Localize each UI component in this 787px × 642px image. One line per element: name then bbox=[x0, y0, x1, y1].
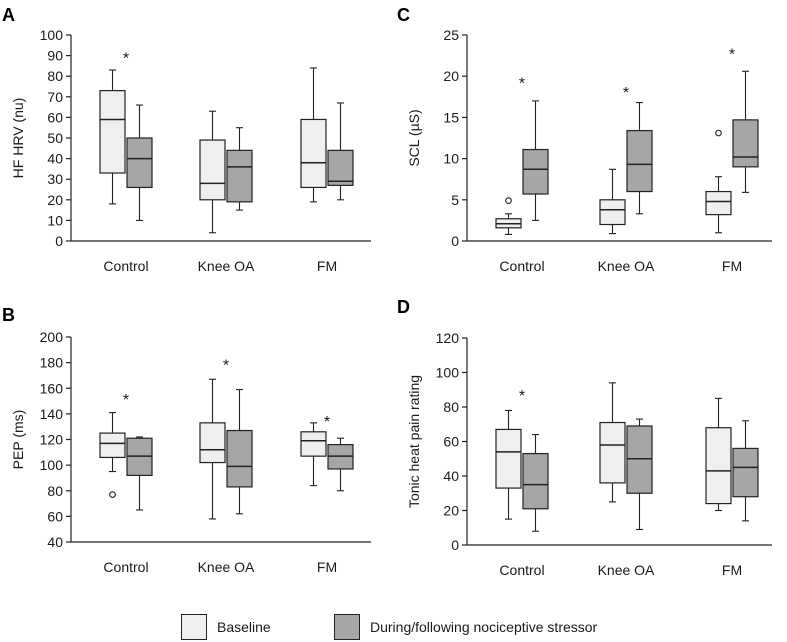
panel-c-significance-star: * bbox=[519, 75, 525, 92]
panel-c-ytick-label: 0 bbox=[451, 233, 459, 249]
panel-a-ytick-label: 90 bbox=[47, 48, 63, 64]
panel-a-baseline-box bbox=[199, 139, 226, 201]
panel-d-ytick-label: 0 bbox=[451, 537, 459, 553]
panel-d-ylabel: Tonic heat pain rating bbox=[406, 375, 422, 508]
panel-a-ytick-label: 50 bbox=[47, 130, 63, 146]
panel-a-baseline-box bbox=[300, 118, 327, 189]
panel-c-baseline-box-outlier bbox=[715, 129, 722, 137]
panel-a-stressor-box bbox=[327, 149, 354, 186]
panel-b-ytick-label: 120 bbox=[40, 432, 64, 448]
panel-d-category-label: FM bbox=[722, 562, 742, 578]
panel-d-letter: D bbox=[397, 297, 410, 317]
panel-c-ytick-label: 15 bbox=[443, 109, 459, 125]
panel-d-baseline-box bbox=[705, 427, 732, 505]
panel-a-ytick-label: 0 bbox=[55, 233, 63, 249]
panel-a-ytick-label: 100 bbox=[40, 27, 64, 43]
panel-b-stressor-box bbox=[226, 429, 253, 488]
panel-a: A 0 10 20 30 40 50 60 70 80 90 100 Control Knee OA FM… bbox=[2, 5, 371, 274]
panel-d-category-label: Knee OA bbox=[598, 562, 655, 578]
panel-c-baseline-box bbox=[705, 190, 732, 216]
panel-a-ytick-label: 60 bbox=[47, 109, 63, 125]
panel-d-ytick-label: 120 bbox=[436, 330, 460, 346]
panel-b-category-label: Control bbox=[103, 559, 148, 575]
panel-c-significance-star: * bbox=[623, 85, 629, 102]
panel-a-significance-star: * bbox=[123, 51, 129, 68]
panel-b-significance-star: * bbox=[223, 358, 229, 375]
panel-c-stressor-box bbox=[522, 148, 549, 195]
panel-c-ylabel: SCL (µS) bbox=[406, 109, 422, 166]
panel-c: C 0 5 10 15 20 25 Control Knee OA FM SCL (µS) * * * bbox=[397, 5, 772, 274]
legend-stressor-label: During/following nociceptive stressor bbox=[370, 619, 598, 635]
panel-b-ytick-label: 180 bbox=[40, 355, 64, 371]
panel-a-stressor-box bbox=[126, 137, 153, 189]
panel-b-letter: B bbox=[2, 305, 15, 325]
panel-a-stressor-box bbox=[226, 149, 253, 203]
panel-b-ytick-label: 60 bbox=[47, 508, 63, 524]
panel-c-stressor-box bbox=[626, 129, 653, 193]
panel-d-ytick-label: 100 bbox=[436, 365, 460, 381]
panel-a-baseline-box bbox=[99, 90, 126, 174]
panel-d-stressor-box bbox=[626, 425, 653, 494]
panel-b-significance-star: * bbox=[324, 414, 330, 431]
panel-b-baseline-box bbox=[99, 432, 126, 459]
panel-b-baseline-box bbox=[300, 431, 327, 457]
panel-b: B 40 60 80 100 120 140 160 180 200 Control Knee OA… bbox=[2, 305, 371, 575]
legend-baseline-label: Baseline bbox=[217, 619, 271, 635]
panel-c-ytick-label: 5 bbox=[451, 192, 459, 208]
panel-b-ytick-label: 80 bbox=[47, 483, 63, 499]
legend-stressor: During/following nociceptive stressor bbox=[334, 614, 597, 640]
legend-baseline-swatch bbox=[181, 614, 207, 640]
panel-b-baseline-box bbox=[199, 422, 226, 464]
panel-c-stressor-box bbox=[732, 119, 759, 168]
panel-b-ylabel: PEP (ms) bbox=[10, 410, 26, 470]
panel-d-ytick-label: 60 bbox=[443, 434, 459, 450]
panel-b-ytick-label: 200 bbox=[40, 329, 64, 345]
panel-a-ylabel: HF HRV (nu) bbox=[10, 98, 26, 179]
legend-stressor-swatch bbox=[334, 614, 360, 640]
panel-a-ytick-label: 10 bbox=[47, 212, 63, 228]
panel-c-significance-star: * bbox=[729, 46, 735, 63]
panel-d-stressor-box bbox=[732, 447, 759, 498]
panel-a-ytick-label: 70 bbox=[47, 89, 63, 105]
panel-a-category-label: Control bbox=[103, 258, 148, 274]
panel-c-baseline-box-outlier bbox=[505, 197, 512, 204]
panel-c-baseline-box bbox=[599, 199, 626, 226]
panel-d-ytick-label: 40 bbox=[443, 468, 459, 484]
panel-d-significance-star: * bbox=[519, 388, 525, 405]
panel-b-ytick-label: 140 bbox=[40, 406, 64, 422]
panel-b-significance-star: * bbox=[123, 392, 129, 409]
panel-a-category-label: FM bbox=[317, 258, 337, 274]
panel-b-ytick-label: 160 bbox=[40, 380, 64, 396]
panel-d-ytick-label: 80 bbox=[443, 399, 459, 415]
legend: Baseline During/following nociceptive st… bbox=[0, 614, 787, 642]
panel-d: D 0 20 40 60 80 100 120 Control Knee OA FM Tonic h… bbox=[397, 297, 772, 578]
panel-b-ytick-label: 100 bbox=[40, 457, 64, 473]
panel-d-ytick-label: 20 bbox=[443, 503, 459, 519]
panel-c-category-label: Control bbox=[499, 258, 544, 274]
panel-c-letter: C bbox=[397, 5, 410, 25]
panel-c-category-label: Knee OA bbox=[598, 258, 655, 274]
panel-d-stressor-box bbox=[522, 452, 549, 510]
panel-b-baseline-box-outlier bbox=[109, 491, 116, 498]
panel-a-ytick-label: 20 bbox=[47, 192, 63, 208]
panel-a-letter: A bbox=[2, 5, 15, 25]
panel-a-ytick-label: 80 bbox=[47, 68, 63, 84]
panel-d-category-label: Control bbox=[499, 562, 544, 578]
panel-c-ytick-label: 25 bbox=[443, 27, 459, 43]
panel-d-baseline-box bbox=[495, 428, 522, 489]
panel-b-category-label: FM bbox=[317, 559, 337, 575]
panel-c-category-label: FM bbox=[722, 258, 742, 274]
panel-b-category-label: Knee OA bbox=[198, 559, 255, 575]
panel-b-ytick-label: 40 bbox=[47, 534, 63, 550]
panel-a-ytick-label: 40 bbox=[47, 151, 63, 167]
panel-c-ytick-label: 10 bbox=[443, 151, 459, 167]
panel-a-category-label: Knee OA bbox=[198, 258, 255, 274]
panel-a-ytick-label: 30 bbox=[47, 171, 63, 187]
panel-d-baseline-box bbox=[599, 421, 626, 484]
panel-c-ytick-label: 20 bbox=[443, 68, 459, 84]
legend-baseline: Baseline bbox=[181, 614, 271, 640]
